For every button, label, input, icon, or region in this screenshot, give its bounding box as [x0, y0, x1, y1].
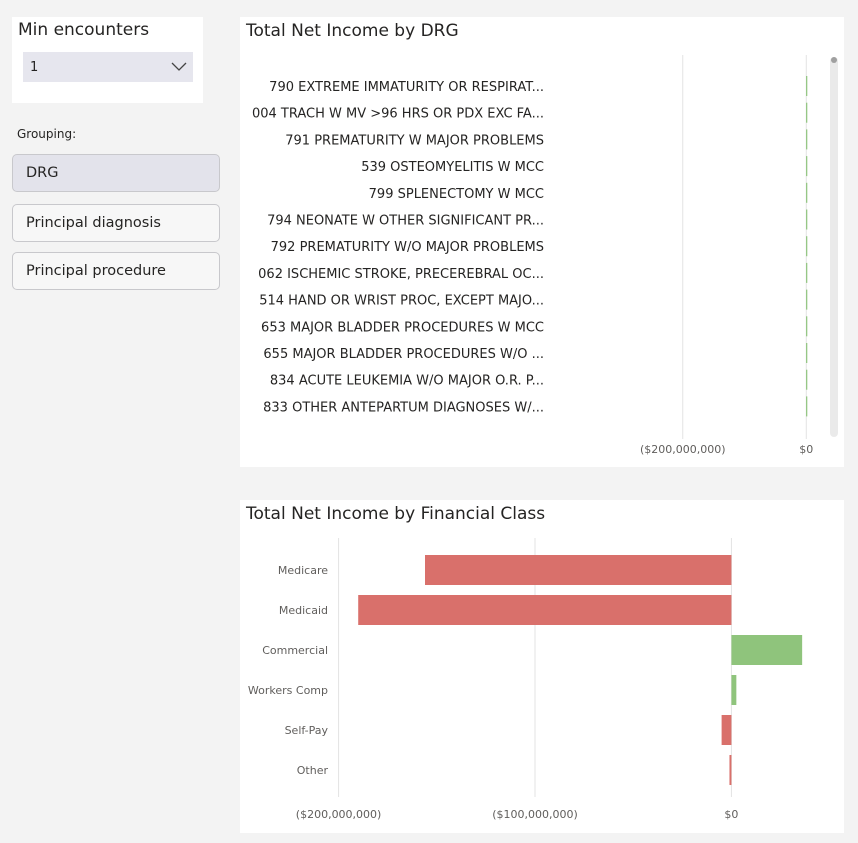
- grouping-button-label: Principal diagnosis: [26, 215, 161, 231]
- grouping-label: Grouping:: [17, 127, 77, 141]
- min-encounters-slicer: Min encounters 1: [12, 17, 203, 103]
- bar: [806, 396, 808, 417]
- bar: [731, 675, 737, 705]
- drg-chart-title: Total Net Income by DRG: [246, 21, 459, 41]
- bar: [806, 156, 808, 177]
- financial-class-bar-chart: ($200,000,000) ($100,000,000) $0 Medicare Me…: [248, 538, 803, 821]
- category-label: Medicaid: [279, 604, 328, 617]
- bar: [806, 209, 808, 230]
- grouping-button-label: Principal procedure: [26, 263, 166, 279]
- category-label: 799 SPLENECTOMY W MCC: [369, 187, 544, 202]
- bar: [806, 369, 808, 390]
- grouping-button-label: DRG: [26, 165, 59, 181]
- bar: [731, 635, 803, 665]
- x-tick-label: ($100,000,000): [492, 808, 578, 821]
- financial-class-chart-title: Total Net Income by Financial Class: [246, 504, 546, 524]
- category-label: 791 PREMATURITY W MAJOR PROBLEMS: [285, 133, 544, 148]
- category-label: 514 HAND OR WRIST PROC, EXCEPT MAJO...: [259, 294, 544, 309]
- category-label: 834 ACUTE LEUKEMIA W/O MAJOR O.R. P...: [270, 374, 544, 389]
- category-label: Other: [297, 764, 329, 777]
- drg-chart-card: Total Net Income by DRG ($200,000,000) $0…: [240, 17, 844, 467]
- bar: [806, 182, 808, 203]
- x-tick-label: ($200,000,000): [296, 808, 382, 821]
- category-label: 539 OSTEOMYELITIS W MCC: [361, 160, 544, 175]
- dropdown-selected-value: 1: [30, 60, 39, 75]
- category-label: 655 MAJOR BLADDER PROCEDURES W/O ...: [263, 347, 544, 362]
- category-label: 794 NEONATE W OTHER SIGNIFICANT PR...: [267, 214, 544, 229]
- bar: [806, 102, 808, 123]
- chart-scrollbar[interactable]: [830, 57, 838, 437]
- category-label: 833 OTHER ANTEPARTUM DIAGNOSES W/...: [263, 400, 544, 415]
- grouping-button-principal-procedure[interactable]: Principal procedure: [12, 252, 220, 290]
- bar: [806, 289, 808, 310]
- bar: [721, 715, 732, 745]
- bar: [806, 76, 808, 96]
- drg-bar-chart: ($200,000,000) $0 790 EXTREME IMMATURITY O…: [252, 55, 813, 456]
- category-label: Medicare: [278, 564, 328, 577]
- grouping-button-principal-diagnosis[interactable]: Principal diagnosis: [12, 204, 220, 242]
- bar: [806, 316, 808, 337]
- bar: [806, 262, 808, 283]
- category-label: Self-Pay: [285, 724, 329, 737]
- category-label: 004 TRACH W MV >96 HRS OR PDX EXC FA...: [252, 107, 544, 122]
- bar: [425, 555, 732, 585]
- financial-class-chart-card: Total Net Income by Financial Class ($20…: [240, 500, 844, 833]
- category-label: 790 EXTREME IMMATURITY OR RESPIRAT...: [269, 80, 544, 95]
- category-label: 792 PREMATURITY W/O MAJOR PROBLEMS: [271, 240, 544, 255]
- x-tick-label: $0: [724, 808, 738, 821]
- category-label: 062 ISCHEMIC STROKE, PRECEREBRAL OC...: [258, 267, 544, 282]
- min-encounters-dropdown[interactable]: 1: [23, 52, 193, 82]
- x-tick-label: ($200,000,000): [640, 443, 726, 456]
- bar: [806, 129, 808, 150]
- grouping-button-drg[interactable]: DRG: [12, 154, 220, 192]
- x-tick-label: $0: [799, 443, 813, 456]
- bar: [729, 755, 732, 785]
- chevron-down-icon: [171, 62, 187, 71]
- slicer-title: Min encounters: [18, 20, 150, 40]
- bar: [806, 343, 808, 363]
- bar: [358, 595, 732, 625]
- category-label: 653 MAJOR BLADDER PROCEDURES W MCC: [261, 320, 544, 335]
- category-label: Commercial: [262, 644, 328, 657]
- bar: [806, 236, 808, 257]
- scrollbar-thumb[interactable]: [831, 57, 837, 63]
- category-label: Workers Comp: [248, 684, 328, 697]
